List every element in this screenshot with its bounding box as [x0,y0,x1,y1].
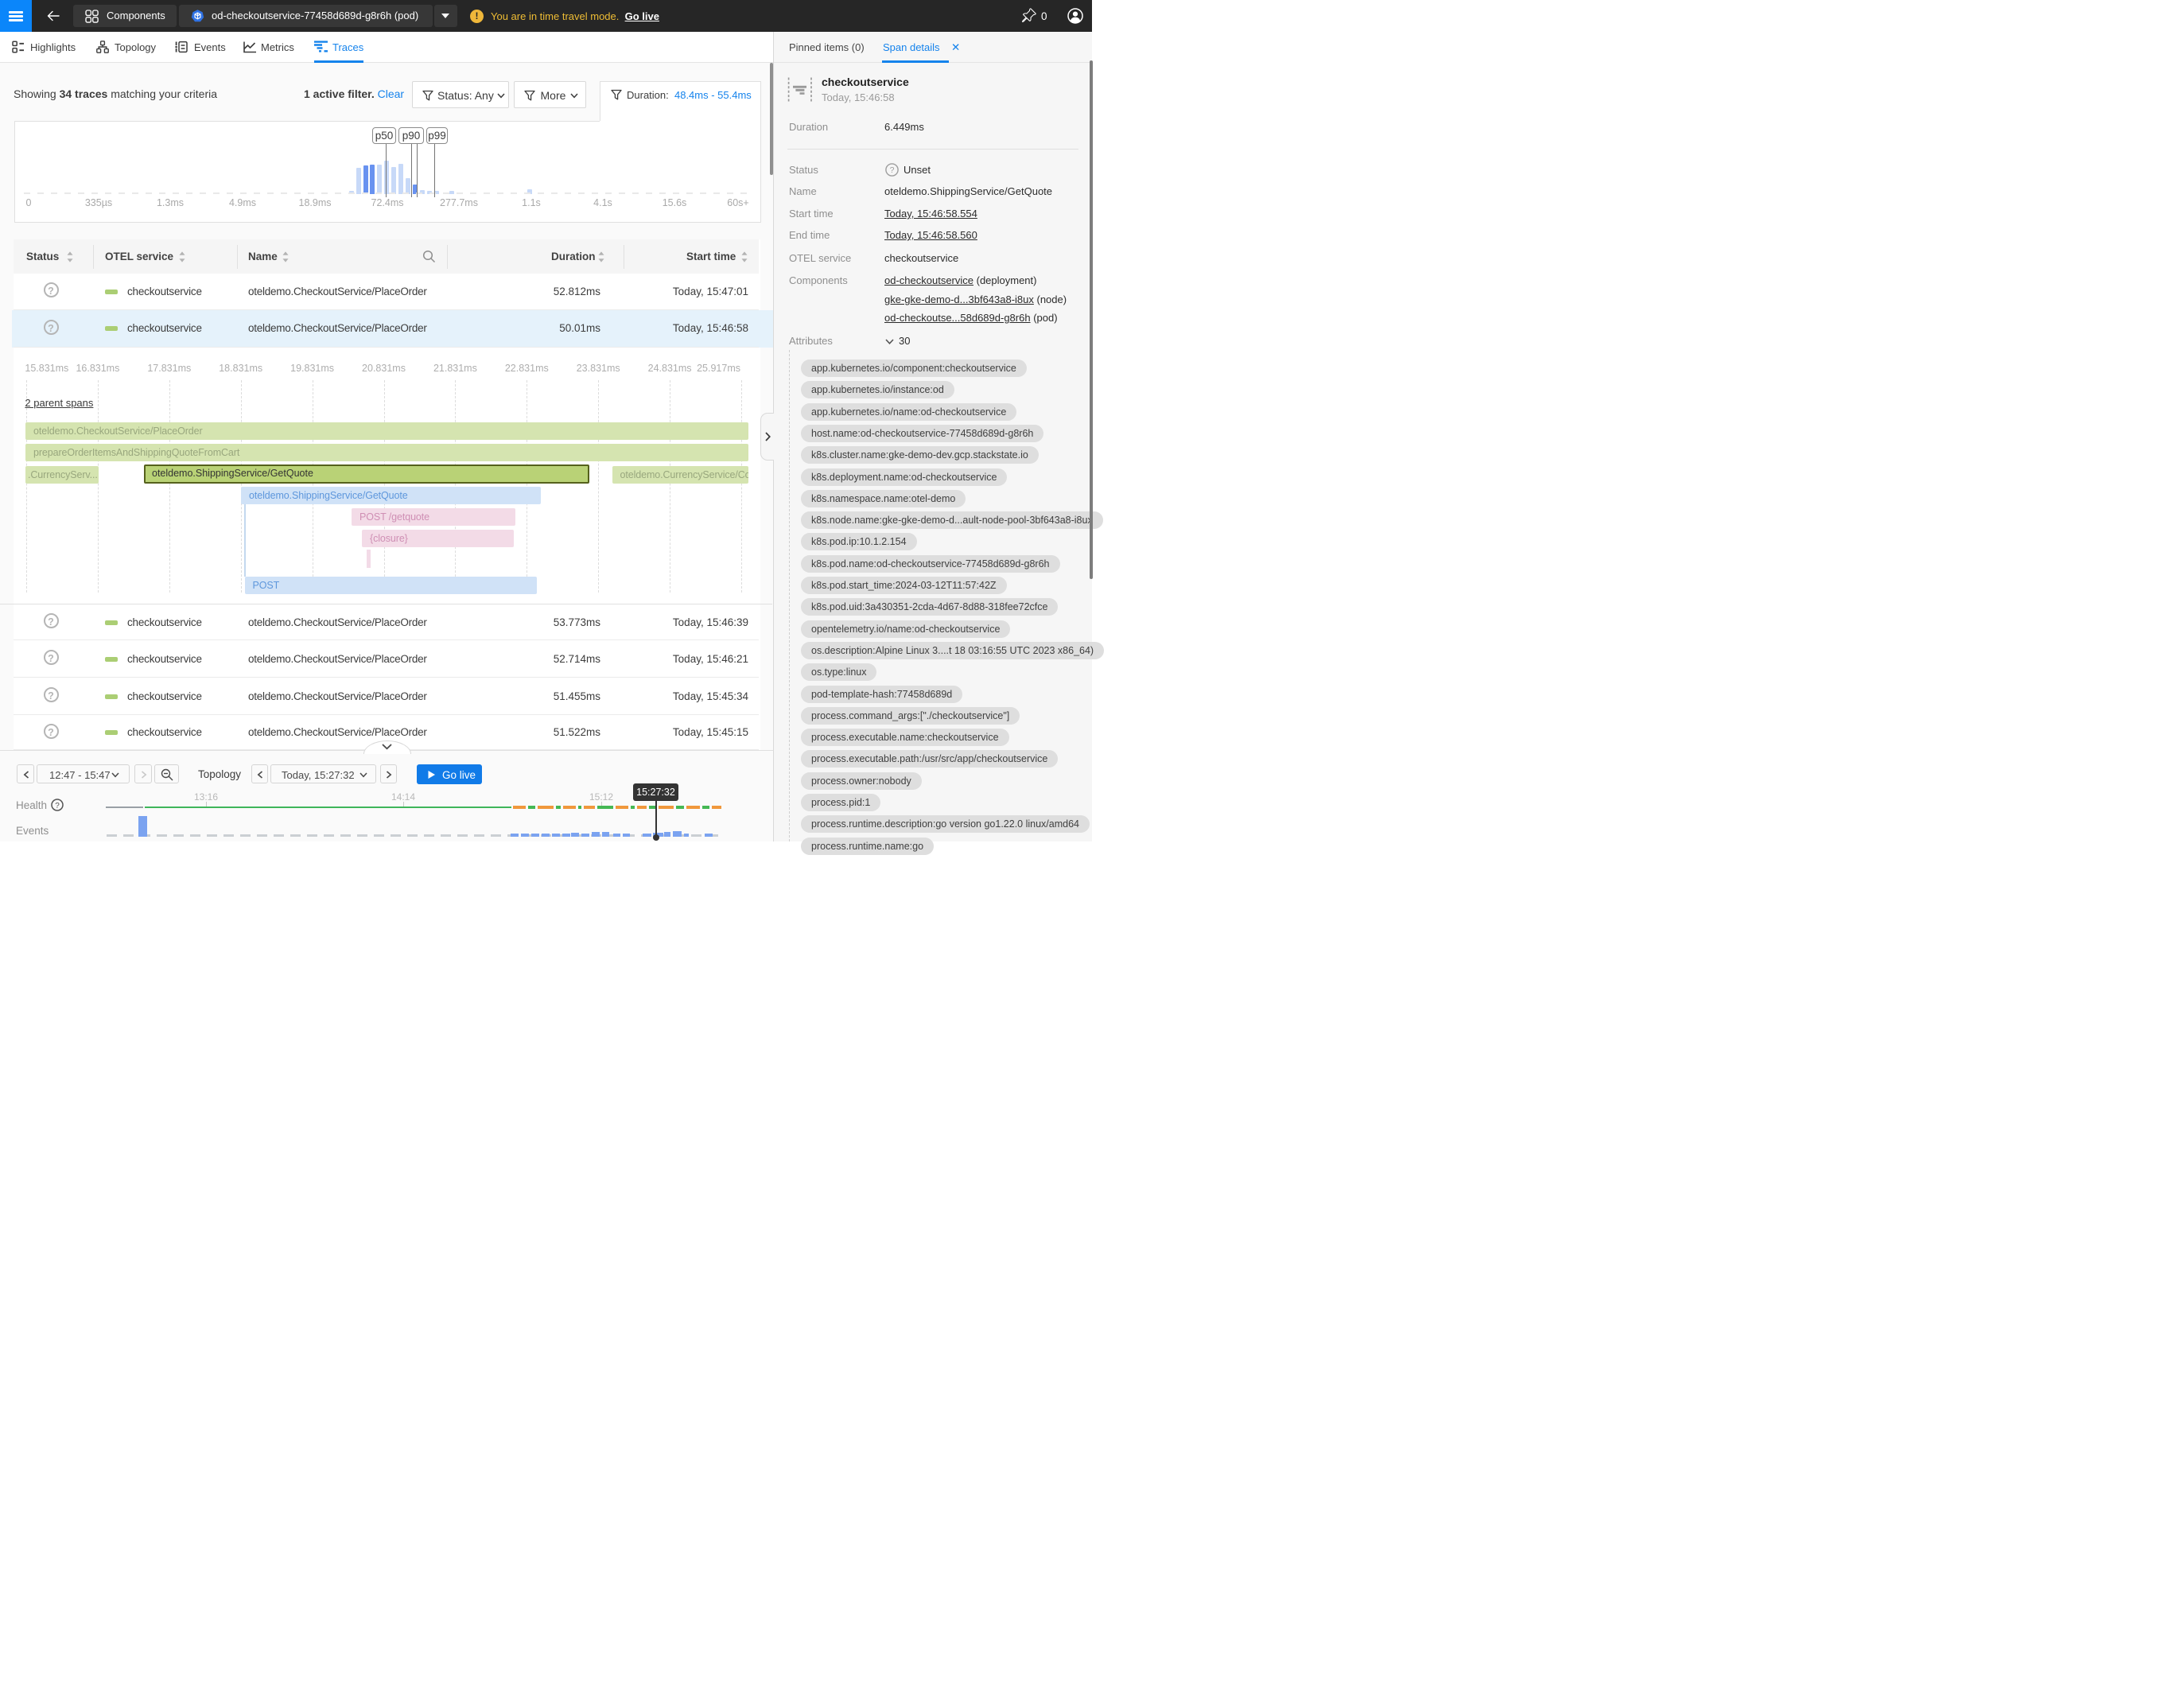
svg-text:?: ? [890,165,895,175]
svg-text:?: ? [55,802,60,810]
